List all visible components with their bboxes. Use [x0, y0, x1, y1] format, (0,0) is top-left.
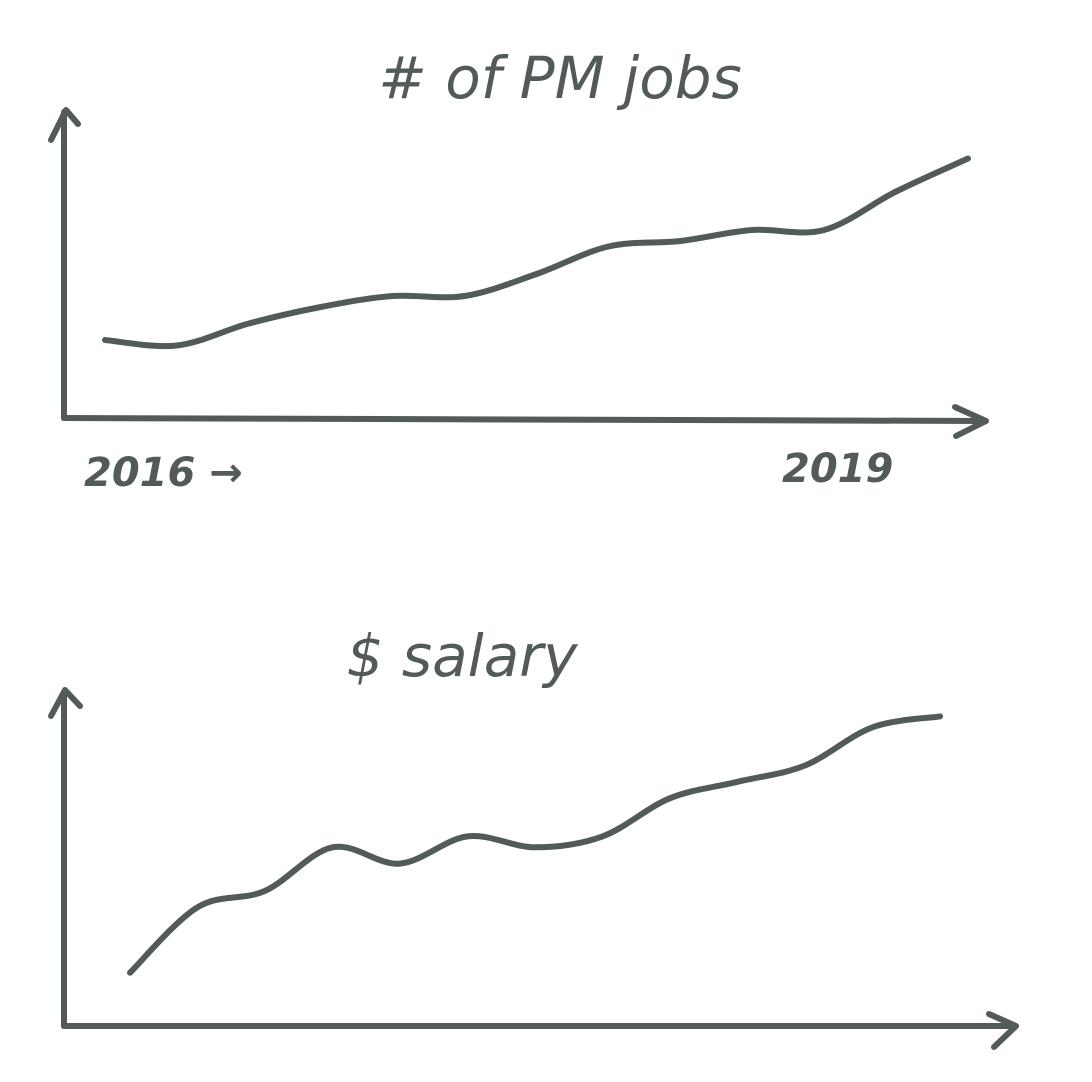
series-points — [102, 156, 971, 349]
data-point — [195, 904, 201, 910]
x-tick-label: 2019 — [782, 446, 893, 492]
data-point — [605, 244, 611, 250]
data-point — [937, 713, 943, 719]
x-axis-arrowhead — [952, 404, 989, 439]
data-point — [893, 189, 899, 195]
data-point — [965, 156, 971, 162]
data-point — [462, 293, 468, 299]
chart-pm-jobs: # of PM jobs 2016 → 2019 — [48, 44, 989, 496]
chart-title: $ salary — [347, 622, 579, 690]
chart-title: # of PM jobs — [378, 44, 741, 112]
data-point — [735, 779, 741, 785]
y-axis-arrowhead — [48, 107, 81, 143]
data-point — [330, 844, 336, 850]
series-line — [102, 155, 971, 350]
data-point — [174, 343, 180, 349]
data-point — [870, 724, 876, 730]
data-point — [821, 227, 827, 233]
data-point — [667, 795, 673, 801]
data-point — [600, 833, 606, 839]
data-point — [397, 861, 403, 867]
data-point — [127, 970, 133, 976]
data-point — [102, 337, 108, 343]
chart-salary: $ salary — [48, 622, 1019, 1050]
series-line — [127, 713, 943, 976]
data-point — [749, 227, 755, 233]
data-point — [465, 833, 471, 839]
data-point — [246, 321, 252, 327]
data-point — [534, 271, 540, 277]
data-point — [262, 888, 268, 894]
series-points — [127, 713, 943, 975]
data-point — [318, 304, 324, 310]
data-point — [390, 293, 396, 299]
data-point — [677, 238, 683, 244]
data-point — [532, 844, 538, 850]
y-axis-arrowhead — [48, 687, 83, 719]
x-tick-label: 2016 → — [84, 450, 243, 496]
x-axis-arrowhead — [986, 1011, 1019, 1050]
data-point — [802, 763, 808, 769]
x-axis — [61, 415, 988, 424]
